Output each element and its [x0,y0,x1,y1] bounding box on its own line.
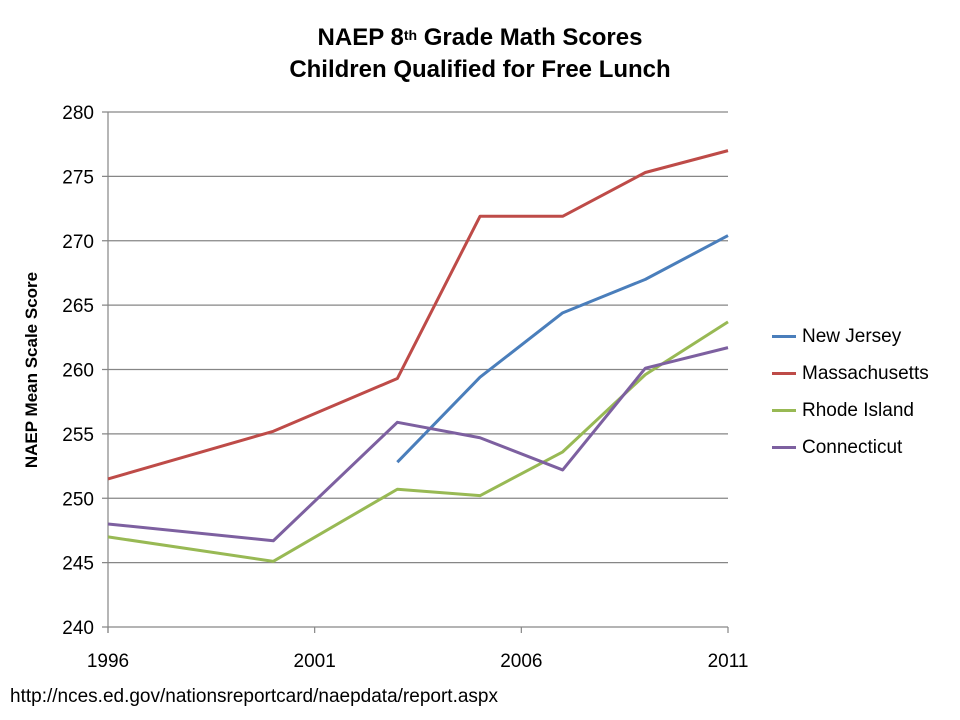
series-line-massachusetts [107,149,729,481]
legend-item-new-jersey: New Jersey [772,318,929,355]
legend-swatch [772,446,796,449]
y-tick-label: 255 [62,425,94,446]
y-tick-label: 260 [62,361,94,382]
legend-swatch [772,335,796,338]
title-main: NAEP 8 [317,24,404,51]
chart-title: NAEP 8th Grade Math Scores Children Qual… [0,22,960,86]
x-tick-label: 2001 [294,651,336,672]
y-tick-label: 280 [62,103,94,124]
legend-label: Rhode Island [802,399,914,421]
legend-swatch [772,372,796,375]
y-tick-label: 245 [62,554,94,575]
legend: New Jersey Massachusetts Rhode Island Conne… [772,318,929,466]
x-tick-label: 1996 [87,651,129,672]
title-rest: Grade Math Scores [417,24,643,51]
title-line-1: NAEP 8th Grade Math Scores [0,22,960,54]
legend-label: Massachusetts [802,362,929,384]
y-tick-label: 240 [62,618,94,639]
x-tick-label: 2011 [708,651,749,672]
series-line-connecticut [107,346,729,543]
y-axis-label: NAEP Mean Scale Score [22,271,41,469]
title-superscript: th [403,27,418,43]
y-tick-label: 275 [62,167,94,188]
y-tick-label: 265 [62,296,94,317]
legend-label: New Jersey [802,325,902,347]
source-text: http://nces.ed.gov/nationsreportcard/nae… [10,686,498,707]
legend-item-connecticut: Connecticut [772,429,929,466]
x-tick-label: 2006 [500,651,542,672]
y-tick-label: 250 [62,489,94,510]
legend-item-massachusetts: Massachusetts [772,355,929,392]
series-line-new-jersey [396,234,729,464]
series-line-rhode-island [107,320,729,563]
legend-item-rhode-island: Rhode Island [772,392,929,429]
legend-label: Connecticut [802,436,903,458]
legend-swatch [772,409,796,412]
title-line-2: Children Qualified for Free Lunch [289,56,671,83]
y-tick-label: 270 [62,232,94,253]
